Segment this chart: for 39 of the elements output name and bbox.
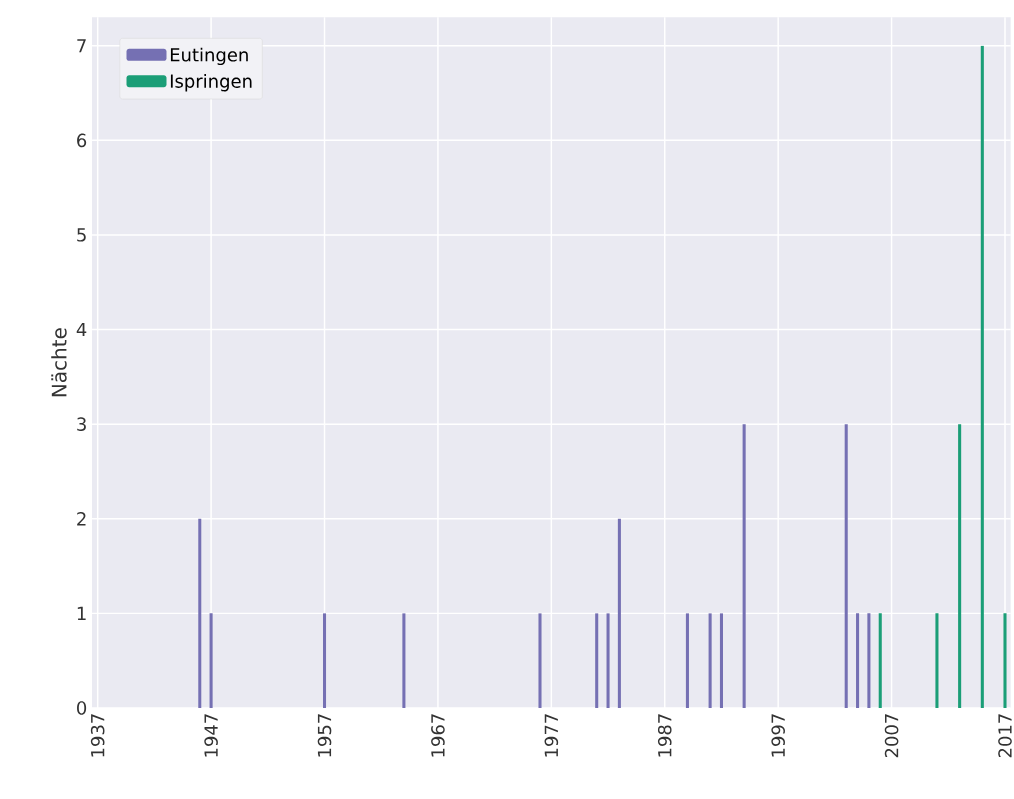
- bar: [935, 613, 939, 708]
- x-tick-label: 1937: [90, 714, 105, 757]
- bar: [719, 613, 723, 708]
- bar: [595, 613, 599, 708]
- y-tick-label: 3: [77, 417, 86, 431]
- bar: [844, 424, 848, 708]
- bar: [606, 613, 610, 708]
- legend-label: Ispringen: [170, 73, 252, 92]
- bar: [856, 613, 860, 708]
- x-tick-label: 1987: [657, 714, 672, 757]
- bar: [685, 613, 689, 708]
- x-tick-label: 2007: [884, 714, 899, 758]
- bar: [402, 613, 406, 708]
- x-tick-label: 1997: [771, 714, 785, 757]
- bar: [617, 518, 621, 708]
- bar: [878, 613, 882, 708]
- x-tick-label: 1947: [204, 714, 218, 757]
- bar: [742, 424, 746, 708]
- x-tick-label: 1967: [431, 714, 445, 757]
- bar: [708, 613, 712, 708]
- y-tick-label: 4: [76, 322, 87, 337]
- bar: [209, 613, 213, 708]
- x-tick-label: 1957: [317, 714, 332, 757]
- y-tick-label: 1: [77, 606, 86, 620]
- bar: [867, 613, 871, 708]
- bar: [538, 613, 542, 708]
- bar: [322, 613, 327, 708]
- bar: [958, 424, 962, 708]
- x-tick-label: 1977: [544, 714, 559, 757]
- legend-label: Eutingen: [170, 47, 248, 66]
- y-tick-label: 0: [77, 701, 87, 715]
- bar: [1003, 613, 1007, 708]
- bar: [980, 45, 984, 708]
- y-tick-label: 5: [77, 228, 86, 242]
- y-axis-title: Nächte: [51, 328, 67, 397]
- y-tick-label: 7: [77, 39, 86, 53]
- y-tick-label: 6: [77, 133, 87, 148]
- x-tick-label: 2017: [998, 714, 1012, 758]
- y-tick-label: 2: [77, 512, 86, 526]
